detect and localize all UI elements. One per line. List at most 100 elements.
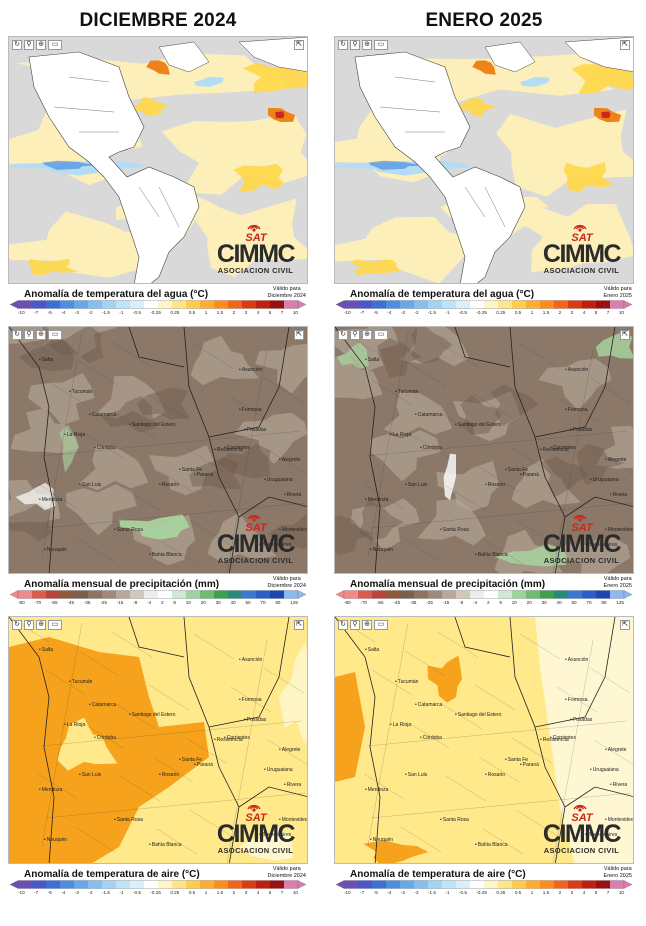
tick-label: 1 bbox=[530, 310, 534, 315]
valid-for: Válido para Diciembre 2024 bbox=[267, 286, 306, 299]
tick-label: -4 bbox=[147, 600, 152, 605]
city-label: Córdoba bbox=[420, 735, 442, 741]
expand-icon[interactable]: ⇱ bbox=[620, 40, 630, 50]
map-air[interactable]: Salta Tucumán Córdoba Rosario Santa FeParaná… bbox=[8, 616, 308, 864]
city-label: Catamarca bbox=[89, 702, 116, 708]
refresh-icon[interactable]: ↻ bbox=[12, 40, 22, 50]
color-scale bbox=[336, 590, 632, 599]
tick-label: 3 bbox=[244, 890, 248, 895]
tick-label: -5 bbox=[373, 890, 378, 895]
legend-title: Anomalía mensual de precipitación (mm) bbox=[24, 579, 220, 590]
search-icon[interactable]: ⚲ bbox=[24, 620, 34, 630]
tick-label: -4 bbox=[387, 890, 392, 895]
city-label: Rivera bbox=[284, 782, 301, 788]
layers-icon[interactable]: ▭ bbox=[48, 330, 62, 340]
search-icon[interactable]: ⚲ bbox=[350, 40, 360, 50]
tick-label: -0.25 bbox=[476, 890, 487, 895]
tick-label: 5 bbox=[594, 310, 598, 315]
search-icon[interactable]: ⚲ bbox=[24, 330, 34, 340]
tick-label: -5 bbox=[47, 310, 52, 315]
map-air[interactable]: Salta Tucumán Córdoba Rosario Santa FeParaná… bbox=[334, 616, 634, 864]
tick-label: -5 bbox=[373, 310, 378, 315]
city-label: Santiago del Estero bbox=[455, 712, 502, 718]
panel-sst-january: ↻ ⚲ ⊕ ▭ ⇱ SAT CIMMC ASOCIACION CIVIL Anomalía de… bbox=[334, 36, 634, 324]
layers-icon[interactable]: ▭ bbox=[48, 620, 62, 630]
tick-label: -25 bbox=[426, 600, 433, 605]
zoom-icon[interactable]: ⊕ bbox=[362, 620, 372, 630]
layers-icon[interactable]: ▭ bbox=[374, 620, 388, 630]
city-label: Paraná bbox=[520, 762, 539, 768]
city-label: Santa Rosa bbox=[440, 817, 469, 823]
search-icon[interactable]: ⚲ bbox=[350, 620, 360, 630]
tick-label: -2 bbox=[414, 310, 419, 315]
zoom-icon[interactable]: ⊕ bbox=[36, 40, 46, 50]
tick-label: 2 bbox=[160, 600, 164, 605]
map-precip[interactable]: Salta Tucumán Córdoba Rosario Santa FeParaná… bbox=[334, 326, 634, 574]
layers-icon[interactable]: ▭ bbox=[374, 40, 388, 50]
legend-air: Anomalía de temperatura de aire (°C) Váli… bbox=[334, 866, 634, 898]
map-precip[interactable]: Salta Tucumán Córdoba Rosario Santa FeParaná… bbox=[8, 326, 308, 574]
expand-icon[interactable]: ⇱ bbox=[620, 330, 630, 340]
tick-label: -15 bbox=[442, 600, 450, 605]
map-sst[interactable]: ↻ ⚲ ⊕ ▭ ⇱ SAT CIMMC ASOCIACION CIVIL bbox=[8, 36, 308, 284]
city-label: Paraná bbox=[520, 472, 539, 478]
city-label: Santiago del Estero bbox=[455, 422, 502, 428]
expand-icon[interactable]: ⇱ bbox=[294, 330, 304, 340]
tick-label: 90 bbox=[601, 600, 607, 605]
refresh-icon[interactable]: ↻ bbox=[12, 330, 22, 340]
tick-label: 1 bbox=[204, 890, 208, 895]
expand-icon[interactable]: ⇱ bbox=[294, 40, 304, 50]
zoom-icon[interactable]: ⊕ bbox=[362, 330, 372, 340]
expand-icon[interactable]: ⇱ bbox=[294, 620, 304, 630]
tick-label: -70 bbox=[360, 600, 368, 605]
scale-ticks: -80 -70 -55 -45 -35 -25 -15 -8 -4 2 8 10 20 30 40 50 70 9… bbox=[18, 600, 298, 605]
tick-label: -2 bbox=[414, 890, 419, 895]
tick-label: 0.5 bbox=[188, 890, 196, 895]
map-canvas bbox=[335, 37, 633, 283]
map-sst[interactable]: ↻ ⚲ ⊕ ▭ ⇱ SAT CIMMC ASOCIACION CIVIL bbox=[334, 36, 634, 284]
zoom-icon[interactable]: ⊕ bbox=[36, 330, 46, 340]
tick-label: 2 bbox=[232, 310, 236, 315]
cimmc-logo: SAT CIMMC ASOCIACION CIVIL bbox=[208, 799, 303, 857]
city-label: Mendoza bbox=[39, 787, 63, 793]
scale-ticks: -10 -7 -5 -4 -3 -2 -1.5 -1 -0.5 -0.25 0.25 0.5 1 1.5 2… bbox=[18, 310, 298, 315]
tick-label: 30 bbox=[541, 600, 547, 605]
city-label: Santa Fe bbox=[505, 757, 528, 763]
city-label: Uruguaiana bbox=[264, 477, 293, 483]
antenna-icon bbox=[247, 224, 261, 232]
logo-sat: SAT bbox=[245, 522, 267, 534]
layers-icon[interactable]: ▭ bbox=[48, 40, 62, 50]
scale-ticks: -10 -7 -5 -4 -3 -2 -1.5 -1 -0.5 -0.25 0.25 0.5 1 1.5 2… bbox=[344, 890, 624, 895]
antenna-icon bbox=[573, 224, 587, 232]
valid-label: Válido para bbox=[272, 866, 301, 872]
tick-label: -4 bbox=[387, 310, 392, 315]
city-label: Bahía Blanca bbox=[149, 552, 182, 558]
search-icon[interactable]: ⚲ bbox=[24, 40, 34, 50]
city-label: Resistencia bbox=[540, 447, 569, 453]
city-label: Rosario bbox=[159, 482, 179, 488]
zoom-icon[interactable]: ⊕ bbox=[36, 620, 46, 630]
city-label: Bahía Blanca bbox=[149, 842, 182, 848]
legend-sst: Anomalía de temperatura del agua (°C) Vál… bbox=[334, 286, 634, 318]
city-label: Posadas bbox=[244, 717, 266, 723]
expand-icon[interactable]: ⇱ bbox=[620, 620, 630, 630]
city-label: Rivera bbox=[610, 782, 627, 788]
tick-label: -3 bbox=[400, 310, 405, 315]
zoom-icon[interactable]: ⊕ bbox=[362, 40, 372, 50]
refresh-icon[interactable]: ↻ bbox=[338, 330, 348, 340]
search-icon[interactable]: ⚲ bbox=[350, 330, 360, 340]
refresh-icon[interactable]: ↻ bbox=[12, 620, 22, 630]
layers-icon[interactable]: ▭ bbox=[374, 330, 388, 340]
map-toolbar: ↻ ⚲ ⊕ ▭ bbox=[338, 620, 388, 630]
tick-label: 40 bbox=[230, 600, 236, 605]
refresh-icon[interactable]: ↻ bbox=[338, 620, 348, 630]
city-label: Santa Rosa bbox=[440, 527, 469, 533]
city-label: Resistencia bbox=[214, 737, 243, 743]
city-label: Asunción bbox=[239, 657, 263, 663]
refresh-icon[interactable]: ↻ bbox=[338, 40, 348, 50]
tick-label: 7 bbox=[606, 890, 610, 895]
tick-label: -0.5 bbox=[459, 890, 467, 895]
city-label: Bahía Blanca bbox=[475, 842, 508, 848]
tick-label: -80 bbox=[344, 600, 351, 605]
tick-label: -45 bbox=[67, 600, 74, 605]
